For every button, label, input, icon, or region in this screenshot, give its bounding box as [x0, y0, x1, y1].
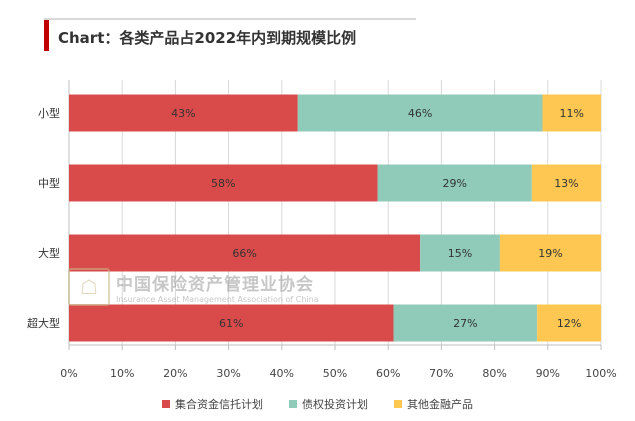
legend-swatch-other — [394, 400, 402, 408]
category-label: 中型 — [38, 176, 60, 190]
data-label: 58% — [211, 177, 235, 190]
data-label: 13% — [554, 177, 578, 190]
x-tick-label: 90% — [536, 367, 560, 380]
bar-segment — [531, 164, 601, 202]
bar-segment — [420, 234, 500, 272]
watermark: ☖ 中国保险资产管理业协会 Insurance Asset Management… — [68, 268, 319, 306]
legend: 集合资金信托计划 债权投资计划 其他金融产品 — [0, 396, 635, 412]
bar-segment — [69, 234, 421, 272]
x-tick-label: 80% — [482, 367, 506, 380]
bar-segment — [69, 94, 298, 132]
watermark-name-cn: 中国保险资产管理业协会 — [116, 275, 314, 295]
category-label: 小型 — [38, 106, 60, 120]
bar-segment — [537, 304, 601, 342]
bar-segment — [69, 304, 394, 342]
x-tick-label: 0% — [60, 367, 77, 380]
title-rule — [44, 18, 416, 56]
title-accent-bar — [44, 20, 49, 51]
bar-segment — [297, 94, 543, 132]
legend-item-trust: 集合资金信托计划 — [162, 396, 263, 412]
data-label: 43% — [171, 107, 195, 120]
legend-swatch-trust — [162, 400, 170, 408]
data-label: 61% — [219, 317, 243, 330]
x-tick-label: 50% — [323, 367, 347, 380]
bar-segment — [69, 164, 378, 202]
data-label: 66% — [232, 247, 256, 260]
x-tick-label: 30% — [216, 367, 240, 380]
x-tick-label: 40% — [270, 367, 294, 380]
legend-item-debt: 债权投资计划 — [289, 396, 368, 412]
category-label: 大型 — [38, 246, 60, 260]
x-tick-label: 100% — [585, 367, 616, 380]
x-tick-label: 20% — [163, 367, 187, 380]
legend-label-other: 其他金融产品 — [407, 398, 473, 411]
bar-segment — [393, 304, 538, 342]
data-label: 19% — [538, 247, 562, 260]
bar-segment — [377, 164, 532, 202]
data-label: 27% — [453, 317, 477, 330]
legend-item-other: 其他金融产品 — [394, 396, 473, 412]
legend-label-trust: 集合资金信托计划 — [175, 398, 263, 411]
category-label: 超大型 — [27, 316, 60, 330]
watermark-text: 中国保险资产管理业协会 Insurance Asset Management A… — [116, 270, 319, 304]
data-label: 46% — [408, 107, 432, 120]
chart-title: Chart：各类产品占2022年内到期规模比例 — [58, 29, 357, 47]
legend-swatch-debt — [289, 400, 297, 408]
watermark-name-en: Insurance Asset Management Association o… — [116, 295, 319, 304]
data-label: 15% — [448, 247, 472, 260]
bar-segment — [542, 94, 601, 132]
x-tick-label: 10% — [110, 367, 134, 380]
data-label: 29% — [442, 177, 466, 190]
bar-segment — [499, 234, 601, 272]
data-label: 11% — [560, 107, 584, 120]
association-seal-icon: ☖ — [68, 268, 110, 306]
x-tick-label: 60% — [376, 367, 400, 380]
legend-label-debt: 债权投资计划 — [302, 398, 368, 411]
data-label: 12% — [557, 317, 581, 330]
x-tick-label: 70% — [429, 367, 453, 380]
